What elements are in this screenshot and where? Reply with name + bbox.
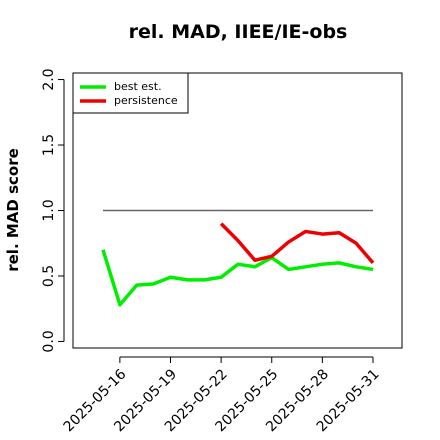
y-tick-label: 0.0: [41, 330, 57, 352]
y-tick-label: 0.5: [41, 265, 57, 287]
legend-label: persistence: [114, 94, 178, 107]
legend-label: best est.: [114, 80, 162, 93]
y-tick-label: 1.5: [41, 134, 57, 156]
y-tick-label: 1.0: [41, 199, 57, 221]
y-axis-label: rel. MAD score: [4, 148, 22, 272]
y-tick-label: 2.0: [41, 68, 57, 90]
legend-box: [72, 72, 189, 114]
plot-box: [72, 72, 403, 349]
series-line: [101, 249, 374, 307]
series-line: [219, 222, 375, 265]
chart-title: rel. MAD, IIEE/IE-obs: [129, 21, 348, 43]
